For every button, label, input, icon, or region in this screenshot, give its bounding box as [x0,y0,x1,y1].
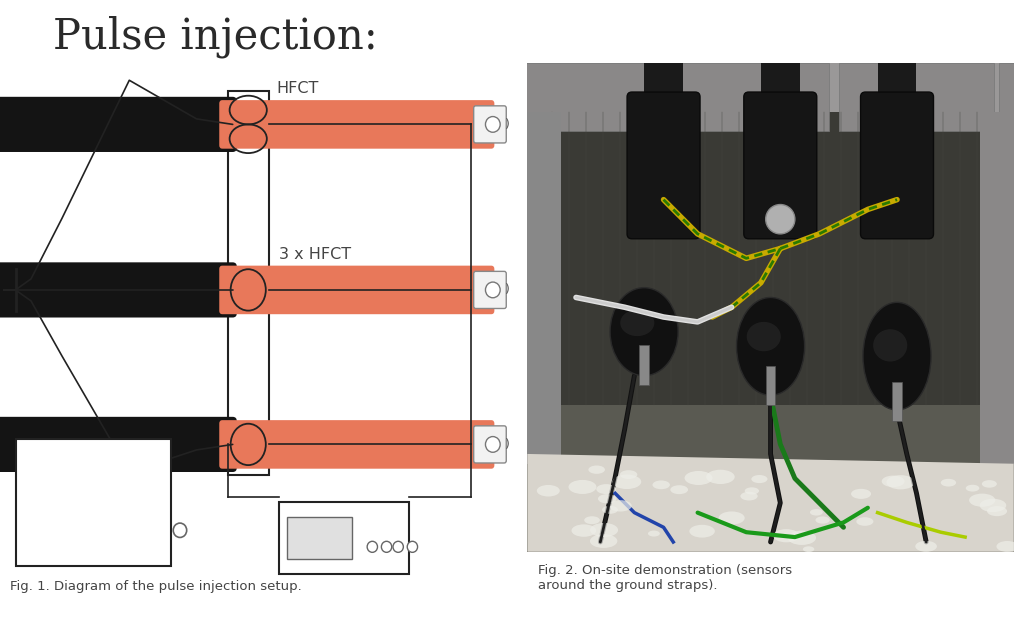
Ellipse shape [820,510,837,519]
FancyBboxPatch shape [474,106,506,143]
Bar [527,112,561,464]
Ellipse shape [758,497,779,507]
Ellipse shape [932,460,953,472]
Ellipse shape [613,468,631,477]
Circle shape [381,541,392,552]
Ellipse shape [977,533,987,538]
Ellipse shape [873,329,907,362]
FancyBboxPatch shape [627,92,700,239]
FancyBboxPatch shape [287,517,351,559]
Bar [674,63,829,131]
Ellipse shape [746,322,780,351]
Ellipse shape [822,538,849,551]
Text: 3 x HFCT: 3 x HFCT [280,246,351,261]
Ellipse shape [686,475,711,487]
Ellipse shape [843,500,857,507]
Text: HFCT: HFCT [276,81,319,96]
Ellipse shape [631,507,646,515]
Ellipse shape [914,535,929,542]
Bar [878,63,916,122]
Bar [644,63,683,122]
Text: Fig. 2. On-site demonstration (sensors
around the ground straps).: Fig. 2. On-site demonstration (sensors a… [538,564,792,593]
FancyBboxPatch shape [15,439,171,566]
Circle shape [173,523,186,537]
Ellipse shape [621,310,654,336]
Bar [999,63,1024,131]
Ellipse shape [703,540,728,553]
Ellipse shape [856,515,885,530]
Text: Pulse
generator
(10 Vp-p
voltage): Pulse generator (10 Vp-p voltage) [60,473,126,531]
Circle shape [485,117,500,132]
Ellipse shape [736,297,805,395]
FancyBboxPatch shape [0,97,237,152]
Ellipse shape [976,477,1002,490]
Ellipse shape [535,542,553,551]
Bar [639,345,649,384]
Ellipse shape [999,468,1021,479]
Ellipse shape [866,546,881,554]
Text: ): ) [505,438,510,451]
Bar [980,112,1014,464]
FancyBboxPatch shape [743,92,817,239]
Ellipse shape [600,464,628,478]
Ellipse shape [950,463,976,476]
Ellipse shape [581,519,600,529]
Ellipse shape [567,495,586,503]
FancyBboxPatch shape [474,426,506,463]
FancyBboxPatch shape [219,100,495,149]
Text: ): ) [505,118,510,131]
Ellipse shape [984,483,1012,496]
Ellipse shape [697,497,717,507]
Ellipse shape [796,472,806,478]
FancyBboxPatch shape [860,92,934,239]
Circle shape [485,436,500,452]
Ellipse shape [568,486,592,498]
Ellipse shape [919,497,947,511]
FancyBboxPatch shape [219,266,495,314]
Text: ): ) [505,283,510,297]
Ellipse shape [679,497,707,511]
Bar [552,112,989,405]
FancyBboxPatch shape [0,417,237,472]
Bar [766,366,775,405]
Ellipse shape [863,302,931,410]
Ellipse shape [574,510,591,518]
FancyBboxPatch shape [219,420,495,469]
Text: Oscilloscope: Oscilloscope [287,558,370,571]
Bar [761,63,800,122]
Circle shape [368,541,378,552]
Circle shape [485,282,500,298]
Ellipse shape [803,468,816,475]
Ellipse shape [729,508,742,515]
Circle shape [408,541,418,552]
Ellipse shape [672,544,699,557]
Bar [227,92,269,475]
FancyBboxPatch shape [280,502,409,574]
Bar [527,63,1014,122]
Ellipse shape [871,533,895,545]
Ellipse shape [630,506,644,514]
Ellipse shape [804,547,822,556]
FancyBboxPatch shape [474,271,506,308]
Bar [839,63,994,131]
Polygon shape [527,454,1014,552]
FancyBboxPatch shape [0,262,237,317]
Text: Fig. 1. Diagram of the pulse injection setup.: Fig. 1. Diagram of the pulse injection s… [10,579,302,593]
Bar [892,382,902,421]
Ellipse shape [610,288,678,376]
Text: Pulse injection:: Pulse injection: [52,16,378,58]
Bar [513,63,669,131]
Ellipse shape [610,488,638,502]
Circle shape [393,541,403,552]
Ellipse shape [986,492,1006,502]
Ellipse shape [904,486,928,498]
Ellipse shape [868,527,892,539]
Ellipse shape [867,504,885,513]
Circle shape [766,204,795,234]
Ellipse shape [936,487,957,498]
Ellipse shape [702,477,721,486]
